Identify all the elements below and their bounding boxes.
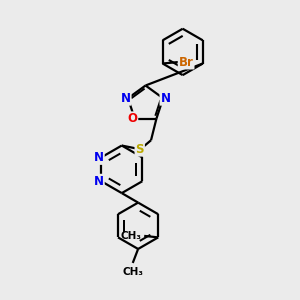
Text: N: N [94, 175, 104, 188]
Text: CH₃: CH₃ [120, 231, 141, 241]
Text: Br: Br [179, 56, 194, 68]
Text: N: N [160, 92, 170, 105]
Text: N: N [94, 151, 104, 164]
Text: S: S [136, 143, 144, 156]
Text: N: N [121, 92, 130, 105]
Text: O: O [127, 112, 137, 125]
Text: CH₃: CH₃ [122, 267, 143, 277]
